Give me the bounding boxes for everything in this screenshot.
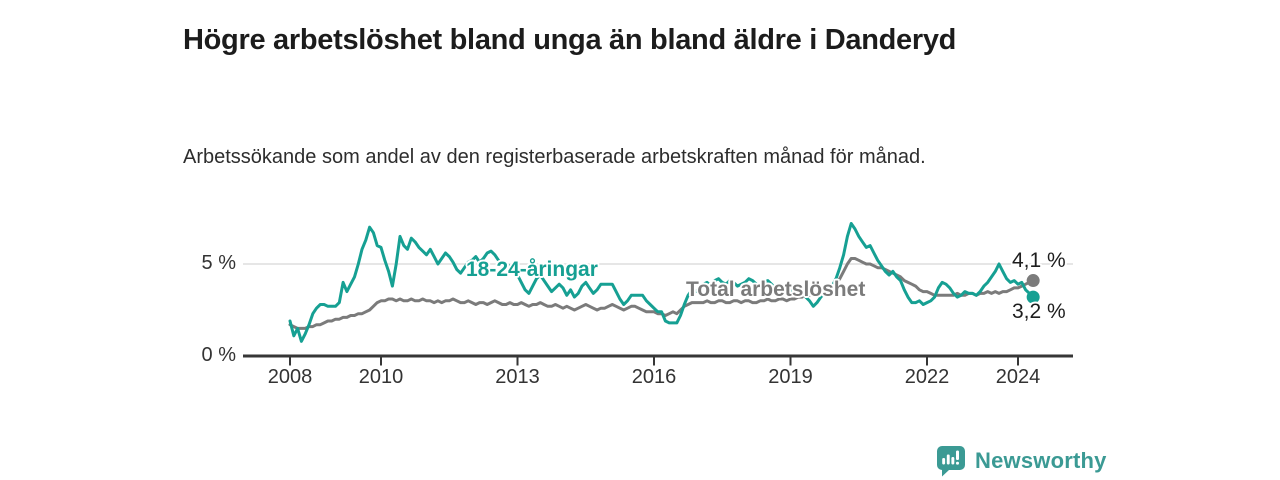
series-label-youth: 18-24-åringar — [466, 258, 598, 281]
x-axis-tick-label-2019: 2019 — [768, 366, 813, 388]
newsworthy-logo-text: Newsworthy — [975, 448, 1107, 473]
x-axis-tick-label-2024: 2024 — [995, 366, 1041, 388]
series-line-total — [288, 257, 1035, 330]
chart-subtitle: Arbetssökande som andel av den registerb… — [183, 146, 926, 168]
newsworthy-logo-icon — [937, 446, 965, 477]
y-axis-tick-label-5: 5 % — [201, 252, 236, 274]
end-value-label-total: 4,1 % — [1012, 249, 1066, 272]
chart-title: Högre arbetslöshet bland unga än bland ä… — [183, 24, 957, 57]
end-value-label-youth: 3,2 % — [1012, 300, 1066, 323]
x-axis-tick-label-2016: 2016 — [631, 366, 677, 388]
series-label-total: Total arbetslöshet — [686, 278, 866, 301]
y-axis-tick-label-0: 0 % — [201, 344, 236, 366]
x-axis-tick-label-2013: 2013 — [495, 366, 540, 388]
x-axis-tick-label-2008: 2008 — [267, 366, 313, 388]
x-axis-tick-label-2010: 2010 — [358, 366, 404, 388]
newsworthy-logo: Newsworthy — [936, 445, 1107, 477]
end-dot-total — [1026, 274, 1040, 288]
x-axis-tick-label-2022: 2022 — [904, 366, 950, 388]
series-line-youth — [288, 222, 1035, 343]
end-dot-youth — [1026, 290, 1040, 304]
